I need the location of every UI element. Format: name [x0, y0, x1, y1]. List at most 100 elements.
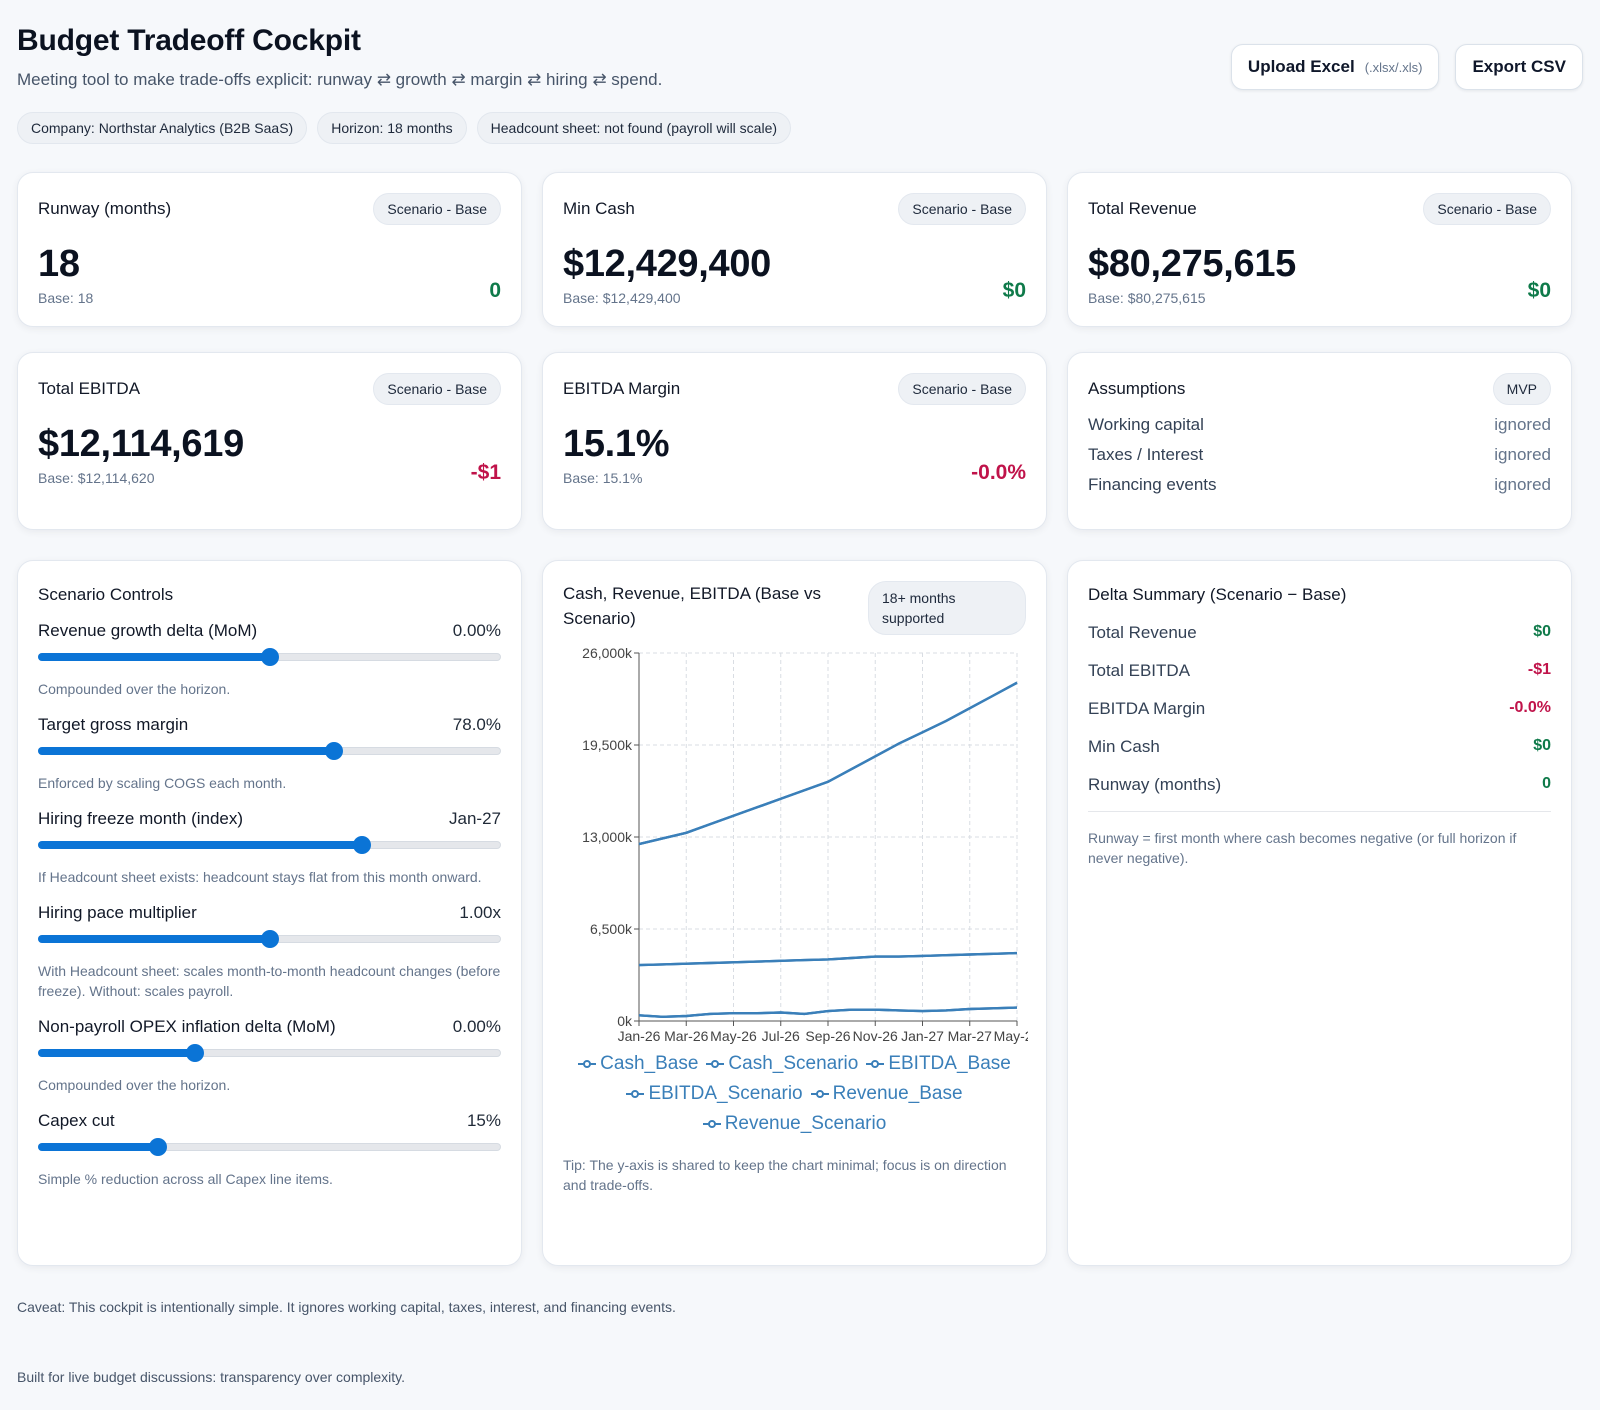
legend-label: Revenue_Scenario	[724, 1113, 887, 1134]
control-item: Revenue growth delta (MoM) 0.00% Compounde…	[38, 621, 501, 699]
control-help: With Headcount sheet: scales month-to-mo…	[38, 963, 501, 999]
legend-line-icon	[626, 1090, 645, 1098]
scenario-badge: Scenario - Base	[898, 373, 1026, 405]
control-slider[interactable]	[38, 833, 501, 857]
series-line-cash-scenario	[638, 681, 1018, 846]
legend-item[interactable]: Cash_Scenario	[706, 1049, 858, 1079]
slider-fill	[38, 653, 270, 661]
control-help: Compounded over the horizon.	[38, 681, 231, 697]
control-label: Capex cut	[38, 1111, 115, 1130]
legend-line-icon	[702, 1120, 721, 1128]
headcount-pill: Headcount sheet: not found (payroll will…	[476, 112, 792, 144]
delta-row: Min Cash $0	[1088, 737, 1551, 757]
upload-excel-label: Upload Excel	[1247, 57, 1355, 76]
control-header: Target gross margin 78.0%	[38, 715, 501, 735]
legend-item[interactable]: Revenue_Base	[810, 1079, 963, 1109]
legend-item[interactable]: Revenue_Scenario	[702, 1109, 887, 1139]
legend-row: EBITDA_Scenario Revenue_Base	[563, 1079, 1026, 1109]
context-pills: Company: Northstar Analytics (B2B SaaS) …	[17, 112, 792, 144]
delta-label: Total EBITDA	[1088, 661, 1191, 680]
control-item: Hiring freeze month (index) Jan-27 If Head…	[38, 809, 501, 887]
control-value: Jan-27	[449, 809, 501, 828]
export-csv-button[interactable]: Export CSV	[1455, 44, 1583, 90]
control-item: Target gross margin 78.0% Enforced by scal…	[38, 715, 501, 793]
delta-value: $0	[1533, 623, 1551, 640]
kpi-delta: -$1	[470, 461, 501, 484]
controls-list: Revenue growth delta (MoM) 0.00% Compounde…	[38, 621, 501, 1189]
control-slider[interactable]	[38, 645, 501, 669]
control-help: Compounded over the horizon.	[38, 1077, 231, 1093]
control-item: Capex cut 15% Simple % reduction across al…	[38, 1111, 501, 1189]
delta-label: Min Cash	[1088, 737, 1160, 756]
delta-rows: Total Revenue $0 Total EBITDA -$1 EBITDA Mar…	[1088, 623, 1551, 795]
runway-note: Runway = first month where cash becomes …	[1088, 830, 1517, 866]
legend-item[interactable]: EBITDA_Base	[866, 1049, 1011, 1079]
assumption-row: Taxes / Interest ignored	[1088, 445, 1551, 465]
legend-label: Cash_Scenario	[728, 1053, 859, 1074]
control-label: Hiring pace multiplier	[38, 903, 197, 922]
slider-thumb[interactable]	[260, 930, 279, 948]
kpi-base: Base: $12,114,620	[38, 470, 155, 486]
series-line-cash-base	[638, 681, 1018, 846]
control-header: Hiring freeze month (index) Jan-27	[38, 809, 501, 829]
assumption-row: Working capital ignored	[1088, 415, 1551, 435]
kpi-delta: $0	[1002, 279, 1026, 302]
control-slider[interactable]	[38, 1135, 501, 1159]
assumption-value: ignored	[1494, 415, 1551, 434]
control-label: Revenue growth delta (MoM)	[38, 621, 258, 640]
slider-fill	[38, 747, 335, 755]
upload-excel-button[interactable]: Upload Excel (.xlsx/.xls)	[1230, 44, 1440, 90]
x-tick-label: May-26	[710, 1028, 757, 1044]
legend-line-icon	[578, 1060, 597, 1068]
legend-label: EBITDA_Base	[888, 1053, 1011, 1074]
legend-line-icon	[866, 1060, 885, 1068]
delta-row: Runway (months) 0	[1088, 775, 1551, 795]
kpi-value: 15.1%	[563, 423, 670, 465]
kpi-value: $12,429,400	[563, 243, 772, 285]
scenario-badge: Scenario - Base	[1423, 193, 1551, 225]
slider-thumb[interactable]	[260, 648, 279, 666]
controls-title: Scenario Controls	[38, 585, 174, 604]
slider-thumb[interactable]	[325, 742, 344, 760]
y-tick-label: 13,000k	[582, 829, 633, 845]
x-tick-label: Jan-27	[901, 1028, 944, 1044]
assumptions-title: Assumptions	[1088, 379, 1186, 398]
slider-thumb[interactable]	[149, 1138, 168, 1156]
upload-excel-hint: (.xlsx/.xls)	[1364, 59, 1423, 75]
y-tick-label: 0k	[617, 1013, 633, 1029]
legend-row: Revenue_Scenario	[563, 1109, 1026, 1139]
legend-line-icon	[810, 1090, 829, 1098]
control-value: 1.00x	[459, 903, 501, 922]
chart-title: Cash, Revenue, EBITDA (Base vs Scenario)	[563, 584, 821, 628]
legend-item[interactable]: Cash_Base	[578, 1049, 698, 1079]
assumption-label: Taxes / Interest	[1088, 445, 1204, 464]
delta-value: -0.0%	[1509, 699, 1551, 716]
control-slider[interactable]	[38, 1041, 501, 1065]
slider-thumb[interactable]	[186, 1044, 205, 1062]
slider-fill	[38, 841, 363, 849]
scenario-badge: Scenario - Base	[373, 193, 501, 225]
page-subtitle: Meeting tool to make trade-offs explicit…	[17, 70, 663, 89]
slider-thumb[interactable]	[353, 836, 372, 854]
control-slider[interactable]	[38, 739, 501, 763]
divider	[1088, 811, 1551, 812]
assumption-value: ignored	[1494, 445, 1551, 464]
scenario-badge: Scenario - Base	[898, 193, 1026, 225]
delta-summary-title: Delta Summary (Scenario − Base)	[1088, 585, 1347, 604]
kpi-value: 18	[38, 243, 80, 285]
legend-item[interactable]: EBITDA_Scenario	[626, 1079, 803, 1109]
kpi-value: $12,114,619	[38, 423, 244, 465]
delta-row: Total Revenue $0	[1088, 623, 1551, 643]
page-header: Budget Tradeoff Cockpit Meeting tool to …	[17, 24, 1583, 154]
delta-row: Total EBITDA -$1	[1088, 661, 1551, 681]
control-help: Simple % reduction across all Capex line…	[38, 1171, 333, 1187]
control-value: 78.0%	[452, 715, 501, 734]
kpi-card-total-revenue: Total Revenue Scenario - Base $80,275,61…	[1067, 172, 1572, 327]
control-header: Capex cut 15%	[38, 1111, 501, 1131]
delta-label: EBITDA Margin	[1088, 699, 1206, 718]
control-slider[interactable]	[38, 927, 501, 951]
control-label: Target gross margin	[38, 715, 189, 734]
control-item: Non-payroll OPEX inflation delta (MoM) 0.…	[38, 1017, 501, 1095]
control-header: Hiring pace multiplier 1.00x	[38, 903, 501, 923]
